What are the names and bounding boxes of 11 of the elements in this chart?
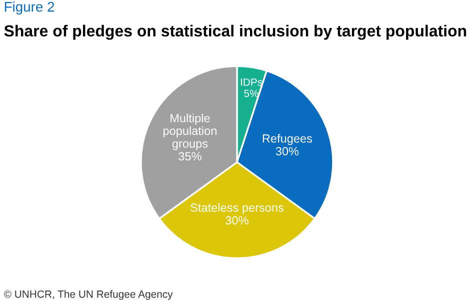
slice-label: Multiple population groups — [163, 114, 216, 150]
slice-label: Stateless persons — [190, 203, 284, 214]
data-label: 5% — [244, 90, 258, 98]
chart-title: Share of pledges on statistical inclusion by target population — [4, 24, 466, 40]
slice-label: Refugees — [262, 134, 312, 146]
text: © UNHCR, The UN Refugee Agency — [4, 290, 173, 300]
data-label: 30% — [276, 147, 299, 156]
slice-label: IDPs — [240, 78, 262, 86]
caption: Figure 2 — [4, 2, 54, 14]
data-label: 35% — [178, 152, 202, 160]
data-label: 30% — [226, 216, 248, 225]
